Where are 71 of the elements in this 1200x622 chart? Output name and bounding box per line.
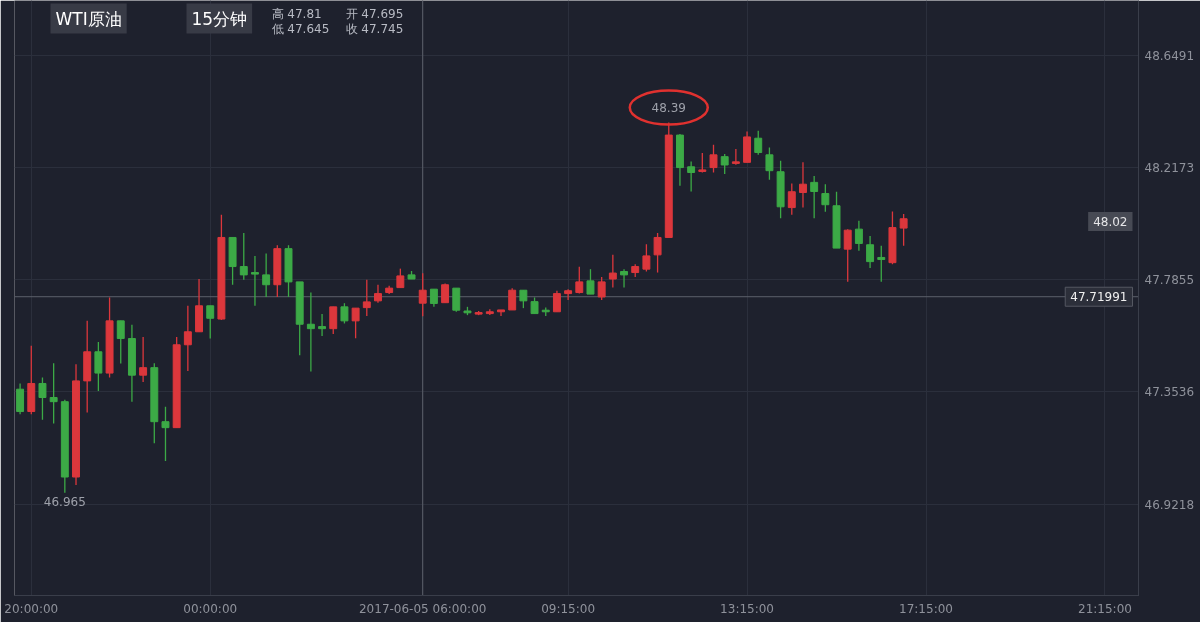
candlestick [508, 287, 517, 311]
candlestick [821, 183, 830, 213]
candlestick [161, 406, 170, 462]
candlestick [564, 288, 573, 301]
candlestick [183, 305, 192, 372]
candlestick [799, 161, 807, 209]
y-tick-label: 47.3536 [1144, 385, 1195, 400]
x-tick-label: 20:00:00 [4, 601, 59, 616]
candlestick [597, 276, 606, 301]
y-tick-label: 48.6491 [1144, 48, 1195, 63]
candlestick [139, 336, 148, 383]
candlestick [709, 144, 718, 174]
candlestick [250, 255, 259, 307]
candlestick [206, 305, 215, 340]
annotation: 收 47.745 [345, 21, 404, 36]
candlestick [810, 175, 819, 219]
candlestick [318, 313, 327, 337]
candlestick [586, 268, 595, 295]
candlestick [720, 153, 729, 175]
candlestick [843, 228, 852, 283]
candlestick [38, 376, 47, 421]
ref-line-label: 47.71991 [1070, 290, 1128, 305]
candlestick [687, 160, 696, 193]
y-tick-label: 48.2173 [1144, 160, 1195, 175]
annotation: 46.965 [43, 495, 86, 510]
candlestick [731, 148, 740, 166]
candlestick [441, 282, 450, 304]
text: WTI原油 [55, 8, 122, 29]
candlestick [362, 279, 371, 317]
candlestick [866, 235, 875, 269]
text: 15分钟 [191, 8, 248, 29]
candlestick [239, 232, 248, 281]
x-tick-label: 21:15:00 [1078, 601, 1132, 616]
candlestick [608, 254, 617, 289]
candlestick [642, 243, 651, 273]
candlestick [552, 290, 561, 313]
candlestick [340, 302, 349, 325]
candlestick [765, 146, 774, 181]
candlestick [575, 266, 584, 295]
candlestick [49, 362, 58, 425]
candlestick [16, 382, 25, 415]
annotation: 48.39 [651, 101, 686, 116]
candlestick [396, 267, 405, 289]
candlestick [329, 306, 338, 335]
candlestick [899, 213, 908, 247]
candlestick [698, 152, 707, 174]
candlestick [306, 291, 315, 373]
annotation: 开 47.695 [345, 6, 404, 21]
candlestick [94, 341, 103, 392]
annotation: 低 47.645 [271, 21, 330, 36]
candlestick [620, 268, 628, 289]
x-tick-label: 09:15:00 [541, 601, 596, 616]
candlestick [877, 245, 886, 283]
candlestick [754, 130, 763, 156]
candlestick [351, 307, 360, 339]
annotation: 48.02 [1093, 215, 1128, 229]
candlestick [418, 272, 427, 317]
y-tick-label: 46.9218 [1144, 497, 1195, 512]
x-tick-label: 2017-06-05 06:00:00 [359, 601, 487, 616]
x-tick-label: 17:15:00 [899, 601, 953, 616]
candlestick [497, 309, 505, 317]
candlestick [262, 252, 271, 298]
candlestick [854, 220, 863, 252]
y-tick-label: 47.7855 [1144, 273, 1195, 288]
annotation: 高 47.81 [271, 6, 322, 21]
candlestick [787, 182, 796, 216]
candlestick [653, 232, 662, 274]
candlestick [116, 320, 125, 365]
x-tick-label: 13:15:00 [720, 601, 775, 616]
x-tick-label: 00:00:00 [183, 601, 238, 616]
candlestick [452, 287, 461, 313]
